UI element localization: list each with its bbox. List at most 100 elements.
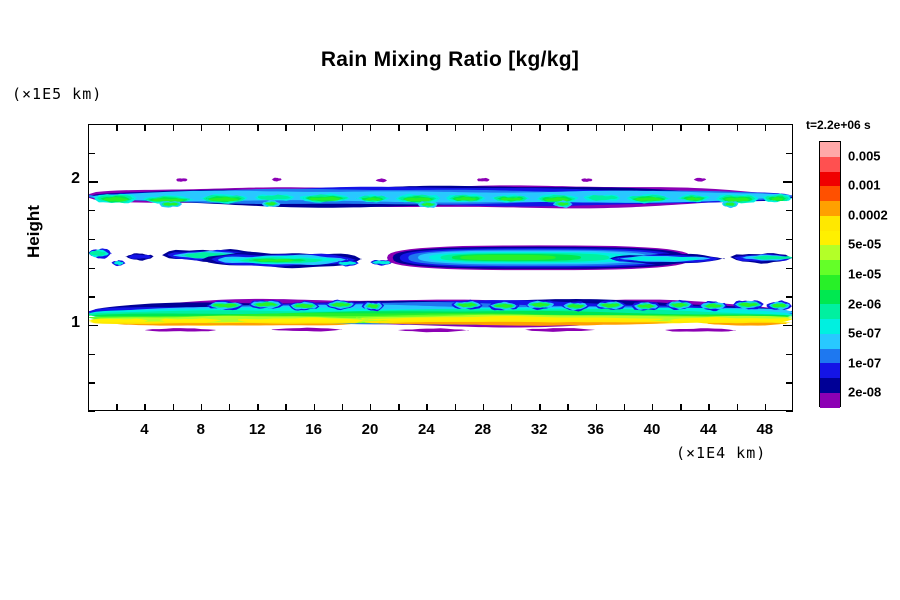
x-axis-tick-label: 20 bbox=[361, 421, 379, 438]
colorbar-band bbox=[820, 156, 840, 172]
contour-field bbox=[89, 125, 792, 410]
contour-patch bbox=[524, 328, 596, 332]
axis-tick bbox=[539, 404, 541, 411]
x-axis-tick-label: 36 bbox=[587, 421, 604, 438]
page-title: Rain Mixing Ratio [kg/kg] bbox=[320, 48, 580, 71]
contour-patch bbox=[398, 328, 469, 333]
axis-tick bbox=[786, 124, 793, 126]
axis-tick bbox=[88, 324, 98, 327]
axis-tick bbox=[623, 404, 626, 411]
y-axis-tick-label: 2 bbox=[71, 170, 80, 188]
axis-tick bbox=[426, 124, 428, 131]
axis-tick bbox=[786, 152, 793, 155]
contour-patch bbox=[477, 177, 490, 182]
colorbar-band bbox=[820, 319, 840, 334]
contour-patch bbox=[635, 197, 663, 202]
contour-patch bbox=[265, 202, 277, 206]
axis-tick bbox=[454, 404, 456, 411]
axis-tick bbox=[172, 124, 174, 131]
contour-patch bbox=[367, 304, 379, 309]
contour-patch bbox=[581, 178, 593, 182]
colorbar-band bbox=[820, 348, 840, 364]
axis-tick bbox=[313, 124, 315, 131]
x-axis-tick-label: 12 bbox=[248, 421, 266, 438]
axis-tick bbox=[116, 404, 118, 411]
axis-tick bbox=[172, 404, 174, 411]
colorbar-tick-label: 5e-05 bbox=[848, 236, 882, 252]
x-axis-tick-label: 32 bbox=[530, 421, 548, 438]
axis-tick bbox=[88, 267, 95, 269]
contour-patch bbox=[257, 194, 292, 201]
x-axis-tick-label: 16 bbox=[305, 421, 322, 438]
plot-area bbox=[88, 124, 793, 411]
axis-tick bbox=[783, 181, 793, 183]
axis-tick bbox=[567, 124, 569, 131]
axis-tick bbox=[341, 124, 344, 131]
axis-tick bbox=[88, 296, 95, 298]
axis-tick bbox=[88, 411, 95, 413]
axis-tick bbox=[680, 124, 682, 131]
x-axis-tick-label: 48 bbox=[756, 421, 774, 438]
contour-patch bbox=[308, 196, 342, 201]
contour-patch bbox=[637, 304, 654, 309]
colorbar-band bbox=[820, 363, 840, 379]
contour-patch bbox=[421, 202, 434, 206]
axis-tick bbox=[229, 124, 231, 131]
colorbar-band bbox=[820, 142, 840, 157]
y-axis-title: Height bbox=[24, 205, 43, 258]
axis-tick bbox=[783, 324, 793, 327]
colorbar-band bbox=[820, 274, 840, 290]
contour-patch bbox=[145, 328, 216, 332]
colorbar-band bbox=[820, 171, 840, 187]
axis-tick bbox=[144, 124, 146, 131]
axis-tick bbox=[786, 238, 793, 241]
contour-patch bbox=[586, 195, 618, 201]
colorbar-tick-label: 5e-07 bbox=[848, 325, 882, 341]
colorbar-band bbox=[820, 230, 840, 246]
contour-patch bbox=[494, 303, 514, 308]
axis-tick bbox=[88, 353, 95, 355]
axis-tick bbox=[764, 404, 767, 411]
contour-patch bbox=[457, 302, 477, 308]
x-axis-tick-label: 44 bbox=[700, 421, 717, 438]
contour-patch bbox=[693, 177, 707, 182]
contour-patch bbox=[556, 202, 569, 206]
contour-patch bbox=[128, 254, 151, 259]
y-axis-tick-label: 1 bbox=[71, 313, 80, 331]
colorbar-tick-label: 1e-05 bbox=[848, 266, 882, 282]
axis-tick bbox=[786, 267, 793, 269]
contour-patch bbox=[771, 196, 784, 201]
axis-tick bbox=[786, 353, 793, 355]
colorbar-band bbox=[820, 201, 840, 216]
axis-tick bbox=[652, 404, 654, 411]
contour-patch bbox=[460, 254, 556, 261]
x-axis-tick-label: 4 bbox=[140, 421, 149, 438]
axis-tick bbox=[567, 404, 569, 411]
axis-tick bbox=[285, 124, 287, 131]
colorbar-band bbox=[820, 215, 840, 231]
x-axis-tick-label: 24 bbox=[418, 421, 435, 438]
axis-tick bbox=[511, 124, 513, 131]
contour-patch bbox=[257, 259, 295, 262]
contour-patch bbox=[331, 302, 351, 307]
axis-tick bbox=[786, 411, 793, 413]
axis-tick bbox=[285, 404, 287, 411]
x-axis-multiplier-label: (×1E4 km) bbox=[676, 444, 767, 462]
contour-patch bbox=[772, 303, 787, 308]
contour-patch bbox=[545, 197, 570, 202]
contour-patch bbox=[626, 256, 700, 261]
axis-tick bbox=[708, 404, 710, 411]
colorbar-band bbox=[820, 245, 840, 261]
contour-patch bbox=[255, 302, 278, 307]
axis-tick bbox=[200, 404, 203, 411]
colorbar-tick-label: 2e-08 bbox=[848, 384, 882, 400]
colorbar-tick-label: 0.0002 bbox=[848, 207, 888, 223]
contour-patch bbox=[209, 197, 239, 202]
contour-patch bbox=[271, 177, 282, 182]
contour-patch bbox=[163, 202, 178, 206]
colorbar-tick-label: 2e-06 bbox=[848, 296, 882, 312]
axis-tick bbox=[623, 124, 626, 131]
axis-tick bbox=[652, 124, 654, 131]
axis-tick bbox=[370, 404, 372, 411]
axis-tick bbox=[511, 404, 513, 411]
